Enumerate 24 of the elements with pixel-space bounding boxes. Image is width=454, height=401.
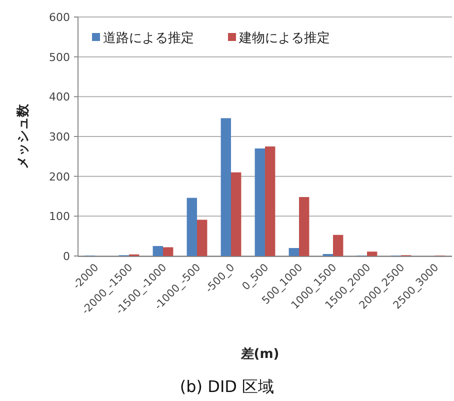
bar bbox=[186, 198, 197, 256]
bar bbox=[152, 246, 163, 256]
y-tick-label: 400 bbox=[49, 90, 70, 104]
y-tick-label: 200 bbox=[49, 170, 70, 184]
bar bbox=[299, 197, 310, 256]
bar bbox=[265, 146, 276, 256]
bar bbox=[333, 234, 344, 256]
legend-label: 建物による推定 bbox=[238, 31, 330, 46]
y-axis-title: メッシュ数 bbox=[16, 103, 31, 169]
x-axis-title: 差(m) bbox=[240, 347, 280, 362]
bar bbox=[367, 252, 378, 256]
text: (b) DID 区域 bbox=[180, 377, 274, 396]
bar bbox=[220, 118, 231, 256]
bar bbox=[254, 148, 265, 256]
y-tick-label: 500 bbox=[49, 50, 70, 64]
bar bbox=[231, 172, 242, 256]
legend-label: 道路による推定 bbox=[103, 31, 194, 46]
y-tick-label: 600 bbox=[49, 11, 70, 24]
y-tick-label: 100 bbox=[49, 210, 70, 224]
y-tick-label: 300 bbox=[49, 130, 70, 144]
bar bbox=[163, 247, 174, 256]
bar bbox=[288, 248, 299, 256]
y-tick-label: 0 bbox=[63, 250, 70, 263]
bar bbox=[197, 220, 208, 256]
